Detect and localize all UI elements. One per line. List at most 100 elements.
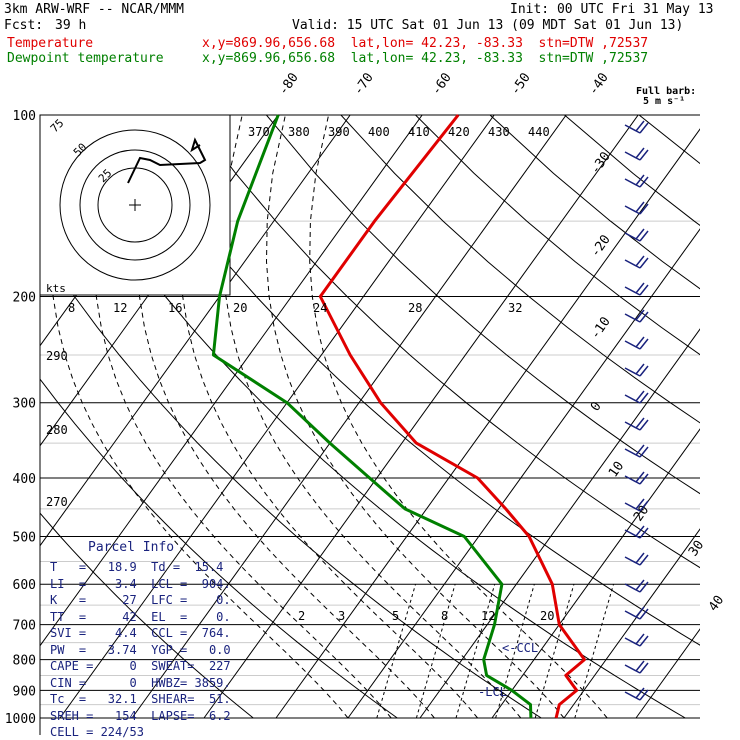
hodograph-speed-label: 20 [233,301,247,315]
parcel-info-row: LI = 3.4 LCL = 904. [50,576,231,591]
init-time: Init: 00 UTC Fri 31 May 13 [510,2,714,17]
parcel-info-row: CIN = 0 HWBZ= 3859. [50,675,231,690]
pressure-tick-label: 400 [13,472,36,487]
isotherm [347,228,700,719]
isotherm-label: -60 [429,70,455,98]
theta-label: 410 [408,125,430,139]
wind-barb [624,417,649,431]
parcel-info-row: SVI = 4.4 CCL = 764. [50,626,231,640]
isotherm-label: 10 [606,459,627,480]
wind-barb [624,201,649,215]
wind-barb [624,120,649,134]
mixing-ratio-label: 8 [441,609,448,623]
wind-barb [624,255,649,269]
moist-adiabat [222,115,522,719]
dry-adiabat [40,378,398,719]
isotherm [40,115,423,647]
theta-label: 400 [368,125,390,139]
dry-adiabat [266,115,700,495]
wind-barb [624,336,649,350]
isotherm [419,328,700,719]
wind-barb [624,525,649,539]
pressure-tick-label: 600 [13,578,36,593]
hodograph-speed-label: 28 [408,301,422,315]
model-title: 3km ARW-WRF -- NCAR/MMM [4,2,185,17]
temperature-curve [318,114,586,719]
isotherms [40,115,740,719]
barb-legend-units: 5 m s⁻¹ [643,96,686,107]
pressure-tick-label: 1000 [5,712,36,727]
isotherm-label: -40 [586,70,612,98]
isotherm-label: -70 [351,70,377,98]
moist-adiabat [136,115,435,719]
hodograph-kts-label: kts [46,282,66,295]
isotherm [563,528,700,719]
mixing-ratio-label: 20 [540,609,554,623]
mixing-ratio-label: 3 [338,609,345,623]
hodograph-speed-label: 16 [168,301,182,315]
wind-barb [624,471,649,485]
parcel-info-row: T = 18.9 Td = 15.4 [50,560,224,574]
mixing-ratio-line [574,584,614,719]
isotherm-label: -10 [588,314,614,342]
forecast-hours: 39 h [55,18,87,33]
dry-adiabat [564,115,700,226]
dry-adiabat [40,512,254,719]
isotherm [491,428,700,719]
wind-barb [624,309,649,323]
wind-barb [624,282,649,296]
isotherm [275,128,700,719]
theta-label: 370 [248,125,270,139]
wind-barb [624,687,649,701]
hodograph-speed-label: 12 [113,301,127,315]
hodograph-speed-label: 8 [68,301,75,315]
isotherm-label: 40 [706,593,727,614]
parcel-info-title: Parcel Info [88,540,175,555]
wind-barb [624,660,649,674]
barb-legend-title: Full barb: [636,86,697,97]
hodograph-ring [59,129,211,281]
moist-adiabat [265,115,565,719]
dry-adiabat [340,115,700,424]
moist-adiabat [93,115,392,719]
parcel-info-row: TT = 42 EL = 0. [50,609,231,624]
pressure-tick-label: 300 [13,397,36,412]
temperature-legend: Temperature [7,36,94,51]
wind-barb [624,606,649,620]
theta-label: 420 [448,125,470,139]
wind-barb [624,444,649,458]
parcel-info-row: SREH = 154 LAPSE= 6.2 [50,708,231,723]
theta-e-label: 270 [46,495,68,509]
mixing-ratio-line [455,584,496,719]
isotherm-label: 0 [588,399,605,414]
isotherm [635,628,700,719]
parcel-info-row: CELL = 224/53 [50,725,144,739]
isotherm [40,115,351,547]
wind-barb [624,390,649,404]
theta-e-label: 290 [46,349,68,363]
dry-adiabat [40,244,542,719]
wind-barb [624,579,649,593]
theta-e-label: 280 [46,423,68,437]
isotherm [708,115,740,718]
wind-barb [624,363,649,377]
parcel-info-row: PW = 3.74 YGP = 0.0 [50,642,231,657]
parcel-info-row: Tc = 32.1 SHEAR= 51. [50,692,231,706]
theta-label: 430 [488,125,510,139]
pressure-tick-label: 700 [13,619,36,634]
forecast-label: Fcst: [4,18,44,33]
parcel-info-row: K = 27 LFC = 0. [50,593,231,607]
isotherm-label: -80 [276,70,302,98]
dewpoint-curve [211,114,533,719]
grid-lines [39,114,740,735]
wind-barbs [624,120,649,701]
dry-adiabat [714,115,740,718]
mixing-ratio-label: 5 [392,609,399,623]
mixing-ratio-label: 2 [298,609,305,623]
moist-adiabat [49,115,349,719]
hodograph-speed-label: 32 [508,301,522,315]
dry-adiabat [191,115,700,569]
mixing-ratio-line [534,584,575,719]
isotherm-label: -50 [508,70,534,98]
